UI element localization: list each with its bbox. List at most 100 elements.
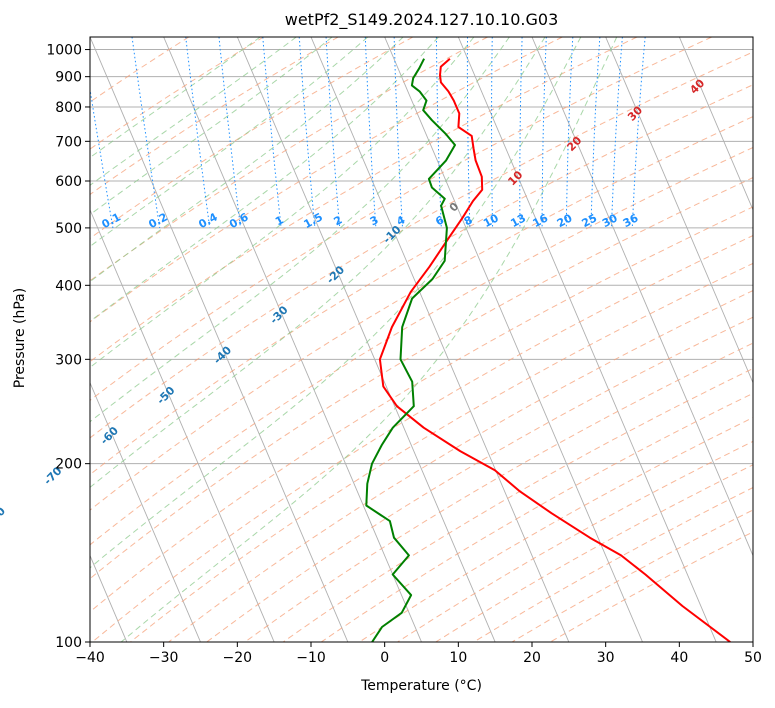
mixing-ratio-line <box>364 37 377 228</box>
x-tick-label: 50 <box>744 650 762 666</box>
y-tick-label: 1000 <box>46 43 82 59</box>
dry-adiabat <box>90 37 264 150</box>
dry-adiabat <box>206 316 753 642</box>
dry-adiabat <box>90 84 753 476</box>
mixing-ratio-label: 25 <box>580 211 600 230</box>
isotherm-gridline <box>384 37 643 642</box>
y-tick-label: 100 <box>55 635 82 651</box>
isotherm-gridline <box>605 37 753 384</box>
dry-adiabat <box>549 531 753 642</box>
x-tick-label: 40 <box>670 650 688 666</box>
y-tick-label: 800 <box>55 100 82 116</box>
y-axis-label: Pressure (hPa) <box>12 287 28 389</box>
isotherm-gridline <box>90 208 275 642</box>
isotherm-label: -20 <box>324 263 347 286</box>
isotherm-gridline <box>236 37 496 642</box>
dry-adiabat <box>90 37 712 401</box>
dry-adiabat <box>435 464 753 642</box>
x-tick-label: −10 <box>296 650 326 666</box>
y-tick-label: 500 <box>55 221 82 237</box>
y-tick-label: 400 <box>55 278 82 294</box>
dry-adiabat <box>90 37 638 363</box>
mixing-ratio-line <box>590 37 601 228</box>
mixing-ratio-line <box>298 37 316 228</box>
dry-adiabat <box>90 177 753 580</box>
moist-adiabat <box>90 37 510 423</box>
isotherm-gridline <box>752 37 753 39</box>
dry-adiabat <box>90 37 414 239</box>
x-tick-label: −30 <box>149 650 179 666</box>
dry-adiabat <box>91 234 753 642</box>
dry-adiabat <box>90 116 753 511</box>
mixing-ratio-label: 8 <box>462 213 475 228</box>
moist-adiabat <box>90 37 297 186</box>
x-tick-label: 10 <box>449 650 467 666</box>
isotherm-label: -80 <box>0 504 8 527</box>
isotherm-label: -40 <box>211 343 234 366</box>
mixing-ratio-line <box>185 37 211 228</box>
mixing-ratio-label: 3 <box>368 213 381 228</box>
mixing-ratio-line <box>435 37 442 228</box>
moist-adiabat <box>90 37 439 322</box>
isotherm-label: -60 <box>98 424 121 447</box>
mixing-ratio-line <box>519 37 523 228</box>
mixing-ratio-label: 1 <box>273 213 286 228</box>
y-tick-label: 300 <box>55 352 82 368</box>
dry-adiabat <box>168 290 753 642</box>
x-tick-label: 0 <box>380 650 389 666</box>
isotherm-label: 20 <box>564 134 584 154</box>
mixing-ratio-line <box>218 37 241 228</box>
y-tick-label: 600 <box>55 174 82 190</box>
temperature-profile <box>378 57 731 642</box>
isotherm-gridline <box>457 37 717 642</box>
dry-adiabat <box>90 37 190 103</box>
plot-frame <box>89 36 754 643</box>
dewpoint-profile <box>365 58 456 642</box>
isotherm-gridline <box>90 37 349 642</box>
dry-adiabat <box>90 37 488 282</box>
isotherm-label: -30 <box>267 303 290 326</box>
dry-adiabat <box>244 342 753 642</box>
dry-adiabat <box>282 367 753 642</box>
chart-title: wetPf2_S149.2024.127.10.10.G03 <box>284 10 559 29</box>
x-tick-label: −40 <box>75 650 105 666</box>
moist-adiabat <box>90 37 404 283</box>
dry-adiabat <box>130 262 753 642</box>
mixing-ratio-line <box>631 37 646 228</box>
mixing-ratio-line <box>90 86 114 228</box>
mixing-ratio-line <box>565 37 574 228</box>
x-axis-label: Temperature (°C) <box>361 678 482 694</box>
x-tick-label: 30 <box>597 650 615 666</box>
x-tick-label: 20 <box>523 650 541 666</box>
y-tick-label: 700 <box>55 134 82 150</box>
dry-adiabat <box>90 51 753 439</box>
moist-adiabat <box>90 37 546 488</box>
plot-area <box>90 37 753 642</box>
dry-adiabat <box>511 509 753 642</box>
mixing-ratio-label: 10 <box>481 211 501 230</box>
dry-adiabat <box>90 37 563 323</box>
y-tick-label: 200 <box>55 457 82 473</box>
moist-adiabat <box>90 37 261 159</box>
isotherm-gridline <box>531 37 753 557</box>
mixing-ratio-label: 36 <box>621 211 641 230</box>
isotherm-label: 40 <box>687 76 707 96</box>
isotherm-gridline <box>163 37 422 642</box>
x-tick-label: −20 <box>223 650 253 666</box>
moist-adiabat <box>90 37 475 369</box>
mixing-ratio-line <box>262 37 282 228</box>
isotherm-gridline <box>678 37 753 212</box>
dry-adiabat <box>359 416 753 642</box>
moist-adiabat <box>90 37 333 216</box>
mixing-ratio-line <box>491 37 494 228</box>
moist-adiabat <box>90 37 369 248</box>
isotherm-gridline <box>90 381 201 642</box>
mixing-ratio-label: 16 <box>531 211 551 230</box>
mixing-ratio-label: 20 <box>555 211 575 230</box>
y-tick-label: 900 <box>55 70 82 86</box>
mixing-ratio-line <box>611 37 623 228</box>
dry-adiabat <box>90 146 753 546</box>
mixing-ratio-label: 13 <box>508 211 528 230</box>
moist-adiabat <box>120 37 618 642</box>
